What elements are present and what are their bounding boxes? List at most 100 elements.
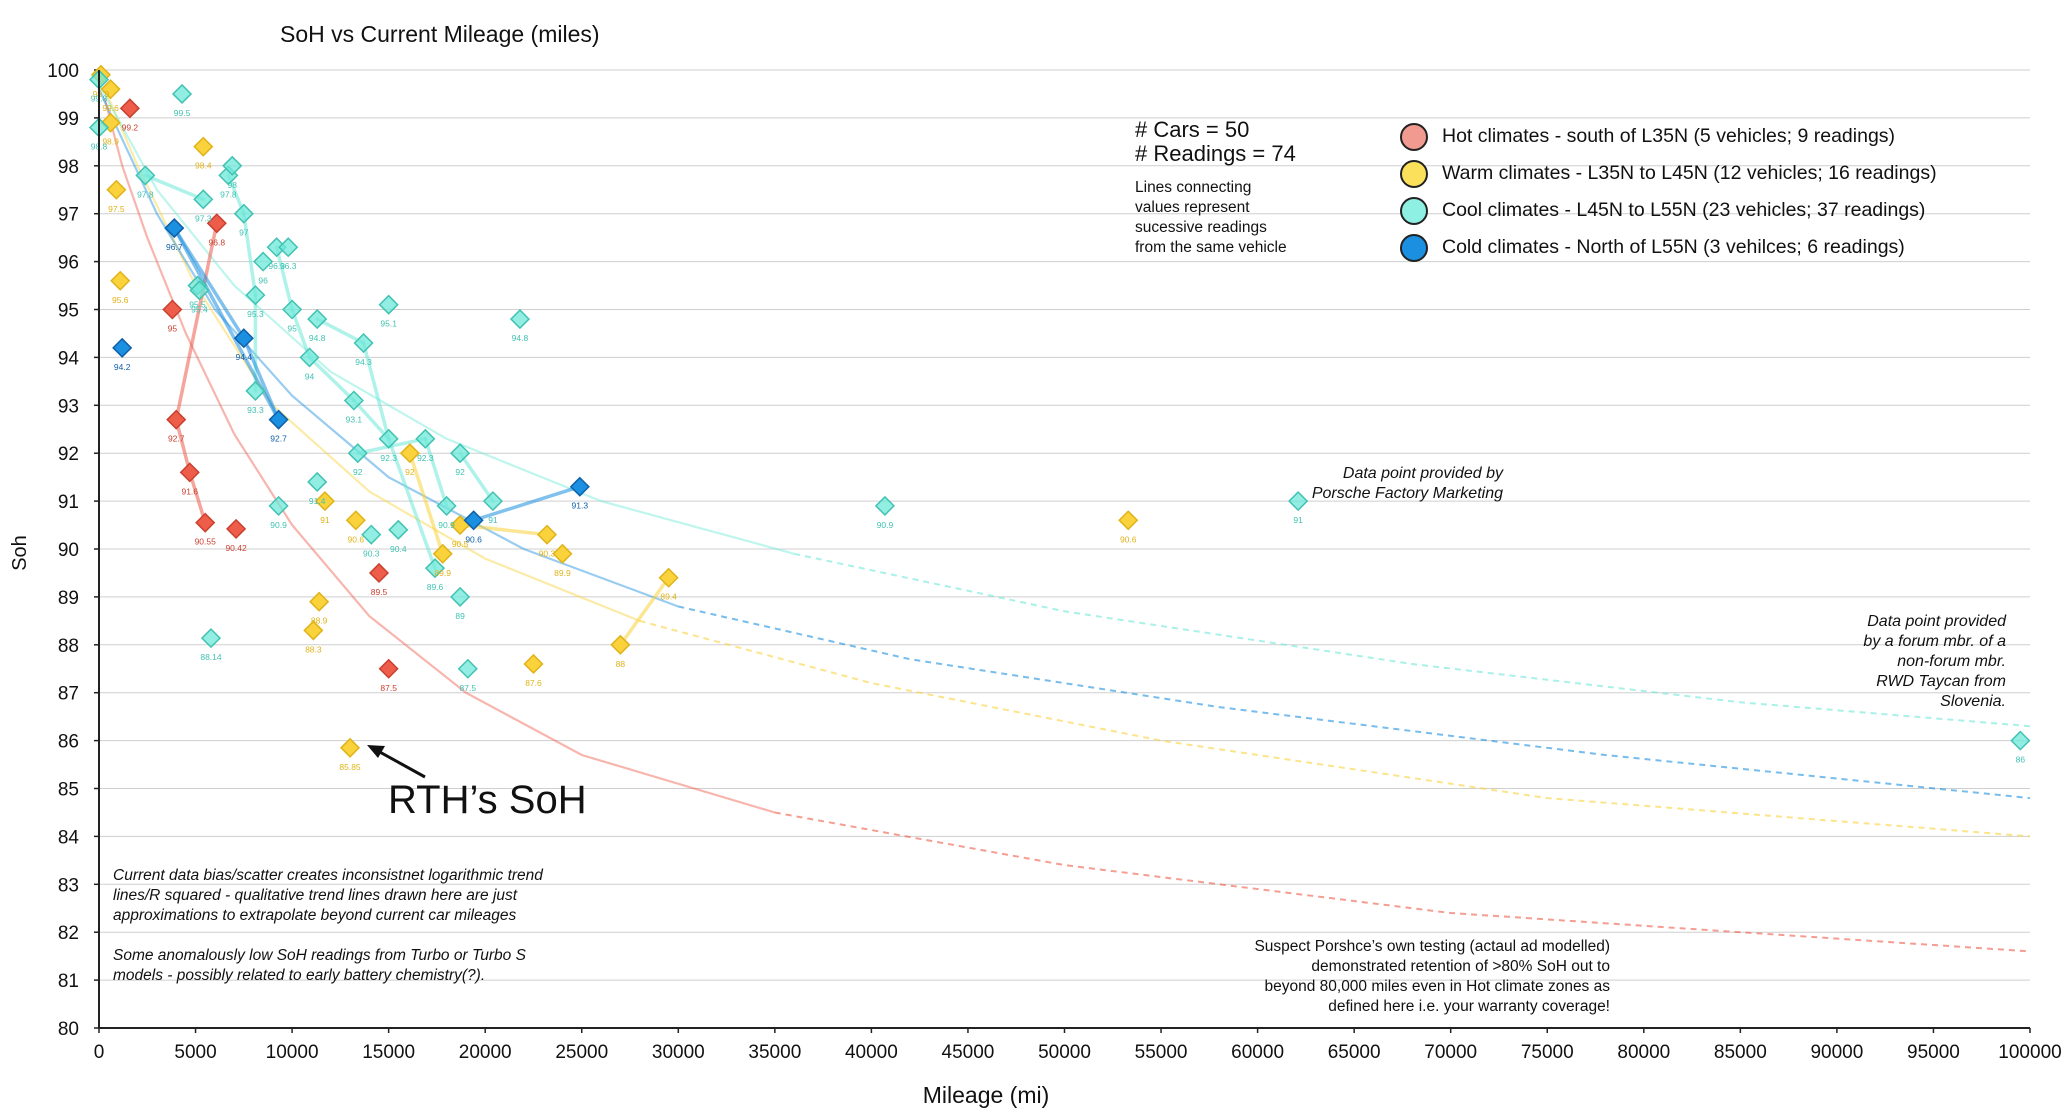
- data-label: 90.9: [438, 520, 455, 530]
- axis-ticks: 80 81 82 83 84 85 86 87 88 89 90 91 92 93 94 95 96 97 98 99…: [47, 61, 2061, 1063]
- x-tick-label: 45000: [942, 1042, 995, 1063]
- data-point: [171, 83, 193, 105]
- turbo-note-line: models - possibly related to early batte…: [113, 967, 486, 984]
- data-point: [268, 495, 289, 516]
- data-point: [368, 562, 390, 584]
- data-label: 94.4: [236, 352, 253, 362]
- data-label: 96.8: [209, 237, 226, 247]
- data-point: [299, 347, 320, 368]
- x-tick-label: 60000: [1231, 1042, 1284, 1063]
- data-label: 89: [455, 611, 465, 621]
- data-point: [112, 337, 133, 358]
- forum-note-line: Data point provided: [1867, 613, 2006, 630]
- legend-label-cold: Cold climates - North of L55N (3 vehilce…: [1442, 236, 1905, 258]
- x-tick-label: 40000: [845, 1042, 898, 1063]
- y-tick-label: 88: [58, 636, 79, 657]
- data-point: [345, 510, 366, 531]
- connection-line: [386, 437, 437, 570]
- data-label: 96.3: [280, 261, 297, 271]
- data-label: 90.3: [539, 549, 556, 559]
- data-label: 95.5: [189, 300, 206, 310]
- data-point: [339, 737, 361, 758]
- data-label: 99.5: [174, 108, 191, 118]
- y-tick-label: 85: [58, 780, 79, 801]
- y-tick-label: 91: [58, 492, 79, 513]
- data-label: 94.8: [512, 333, 529, 343]
- bias-note: Current data bias/scatter creates incons…: [113, 866, 543, 986]
- data-point: [189, 280, 210, 301]
- x-tick-label: 65000: [1328, 1042, 1381, 1063]
- connection-line: [618, 575, 671, 647]
- lines-note-line: from the same vehicle: [1135, 239, 1287, 256]
- data-point: [314, 491, 335, 512]
- x-tick-label: 55000: [1135, 1042, 1188, 1063]
- data-point: [874, 495, 895, 516]
- y-tick-label: 81: [58, 971, 79, 992]
- y-tick-label: 86: [58, 732, 79, 753]
- data-label: 90.42: [225, 543, 247, 553]
- data-label: 95.1: [380, 319, 397, 329]
- lines-note-line: sucessive readings: [1135, 219, 1267, 236]
- data-point: [245, 380, 266, 401]
- y-tick-label: 87: [58, 684, 79, 705]
- data-point: [282, 299, 303, 320]
- data-point: [343, 390, 364, 411]
- y-tick-label: 83: [58, 875, 79, 896]
- data-point: [1288, 491, 1309, 512]
- data-label: 88.3: [305, 644, 322, 654]
- data-label: 95.3: [247, 309, 264, 319]
- data-point: [457, 658, 478, 679]
- x-tick-label: 35000: [748, 1042, 801, 1063]
- factory-note: Data point provided by Porsche Factory M…: [1300, 464, 1503, 504]
- x-tick-label: 90000: [1810, 1042, 1863, 1063]
- turbo-note-line: Some anomalously low SoH readings from T…: [113, 947, 526, 964]
- x-tick-label: 85000: [1714, 1042, 1767, 1063]
- data-point: [307, 471, 328, 493]
- data-point: [415, 428, 436, 449]
- rth-soh-label: RTH’s SoH: [388, 778, 587, 822]
- data-label: 93.3: [247, 405, 264, 415]
- data-point: [193, 136, 214, 157]
- data-point: [193, 189, 214, 210]
- forum-note-line: by a forum mbr. of a: [1863, 633, 2006, 650]
- data-point: [378, 428, 399, 449]
- data-label: 90.55: [195, 537, 217, 547]
- data-label: 92.3: [417, 453, 434, 463]
- data-point: [658, 567, 679, 588]
- data-label: 87.6: [525, 678, 542, 688]
- data-label: 86: [2016, 755, 2026, 765]
- lines-note: Lines connecting values represent sucess…: [1135, 178, 1287, 258]
- x-tick-label: 0: [94, 1042, 105, 1063]
- y-axis-label: Soh: [9, 535, 31, 571]
- bias-note-line: lines/R squared - qualitative trend line…: [113, 887, 518, 904]
- y-tick-label: 98: [58, 157, 79, 178]
- data-label: 87.5: [380, 683, 397, 693]
- y-tick-label: 97: [58, 205, 79, 226]
- forum-note: Data point provided by a forum mbr. of a…: [1770, 612, 2006, 712]
- legend-label-warm: Warm climates - L35N to L45N (12 vehicle…: [1442, 162, 1937, 184]
- data-label: 91.3: [572, 501, 589, 511]
- data-label: 90.5: [452, 539, 469, 549]
- legend-item-cold: Cold climates - North of L55N (3 vehilce…: [1400, 229, 1937, 266]
- data-label: 90.6: [1120, 534, 1137, 544]
- data-label: 92.7: [168, 434, 185, 444]
- porsche-note: Suspect Porshce’s own testing (actaul ad…: [1150, 937, 1610, 1017]
- data-point: [268, 409, 289, 430]
- readings-count: # Readings = 74: [1135, 141, 1296, 166]
- connection-line: [188, 470, 207, 525]
- x-tick-label: 20000: [459, 1042, 512, 1063]
- connection-lines: [143, 173, 671, 647]
- data-point: [179, 462, 200, 483]
- connection-line: [174, 221, 219, 422]
- data-point: [253, 251, 274, 272]
- data-label: 95.4: [191, 304, 208, 314]
- data-point: [106, 179, 127, 200]
- data-label: 90.3: [363, 549, 380, 559]
- data-point: [361, 524, 382, 545]
- data-point: [552, 543, 573, 564]
- data-point: [610, 634, 631, 655]
- x-tick-label: 10000: [266, 1042, 319, 1063]
- data-point: [424, 558, 446, 579]
- connection-line: [143, 173, 206, 202]
- data-point: [226, 518, 247, 539]
